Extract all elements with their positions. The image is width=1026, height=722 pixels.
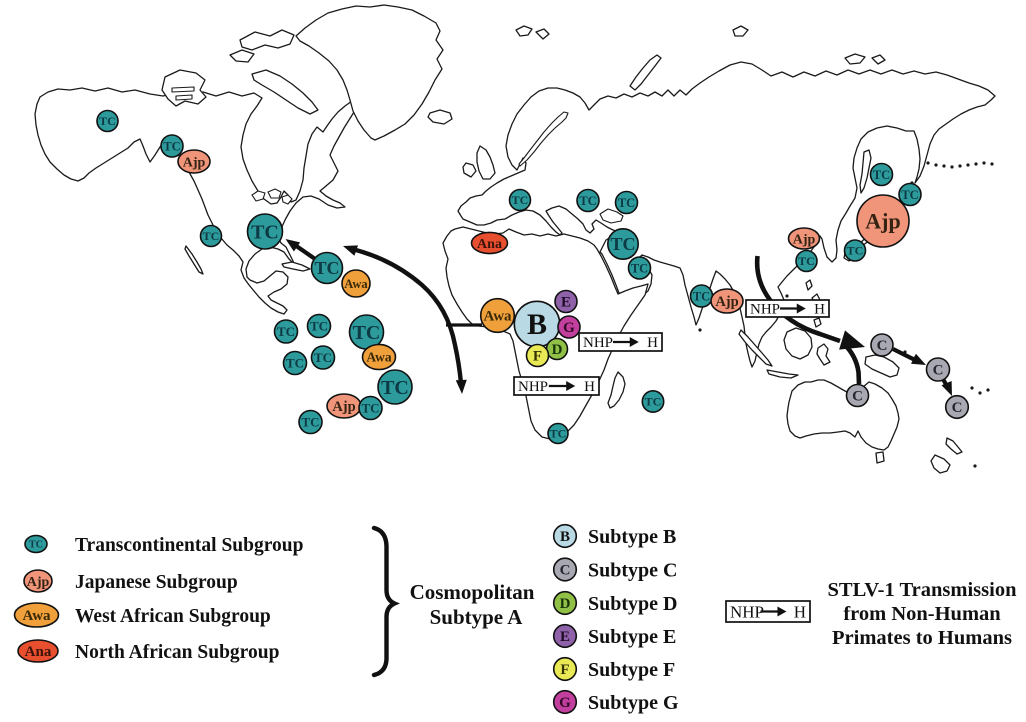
svg-text:E: E (560, 629, 570, 645)
svg-text:TC: TC (645, 395, 662, 409)
svg-text:TC: TC (512, 193, 529, 207)
svg-text:from Non-Human: from Non-Human (843, 603, 1001, 625)
svg-text:Ajp: Ajp (793, 232, 816, 247)
svg-text:Transcontinental Subgroup: Transcontinental Subgroup (75, 535, 304, 556)
svg-text:C: C (560, 563, 571, 579)
svg-text:C: C (877, 338, 888, 354)
svg-text:Subtype B: Subtype B (588, 526, 676, 548)
svg-text:TC: TC (550, 427, 567, 441)
svg-text:Ajp: Ajp (332, 399, 355, 415)
svg-text:F: F (533, 349, 542, 365)
svg-text:TC: TC (798, 254, 815, 268)
svg-text:Ajp: Ajp (27, 575, 50, 590)
svg-text:Subtype A: Subtype A (430, 605, 524, 629)
svg-text:Ana: Ana (477, 237, 502, 252)
svg-text:TC: TC (353, 322, 381, 344)
svg-text:Ajp: Ajp (865, 208, 900, 233)
svg-text:Awa: Awa (344, 277, 368, 291)
svg-text:C: C (952, 400, 963, 416)
svg-text:TC: TC (610, 234, 635, 254)
svg-text:TC: TC (163, 139, 180, 153)
svg-text:H: H (647, 335, 658, 351)
svg-text:B: B (527, 308, 547, 341)
svg-text:Ajp: Ajp (183, 155, 206, 170)
svg-text:Subtype F: Subtype F (588, 659, 675, 681)
svg-text:TC: TC (286, 355, 304, 370)
svg-text:H: H (794, 602, 806, 621)
svg-text:G: G (563, 320, 575, 336)
svg-text:H: H (584, 379, 595, 395)
svg-text:G: G (559, 695, 571, 711)
svg-text:NHP: NHP (730, 602, 764, 621)
svg-text:TC: TC (579, 194, 596, 208)
svg-text:B: B (560, 529, 570, 545)
svg-text:TC: TC (901, 188, 918, 202)
svg-text:Japanese Subgroup: Japanese Subgroup (75, 572, 238, 593)
svg-text:C: C (933, 363, 944, 379)
svg-text:Awa: Awa (366, 350, 391, 365)
svg-text:TC: TC (847, 244, 864, 258)
svg-text:TC: TC (310, 318, 328, 333)
svg-text:TC: TC (314, 258, 339, 278)
svg-text:Subtype C: Subtype C (588, 560, 677, 582)
svg-text:Primates to Humans: Primates to Humans (832, 627, 1012, 649)
svg-text:F: F (560, 662, 569, 678)
svg-text:H: H (814, 302, 825, 318)
svg-text:TC: TC (618, 196, 635, 210)
svg-text:Ana: Ana (25, 644, 52, 660)
svg-text:D: D (560, 596, 571, 612)
svg-text:TC: TC (277, 324, 295, 339)
svg-text:TC: TC (251, 221, 279, 243)
svg-text:NHP: NHP (583, 335, 613, 351)
svg-text:NHP: NHP (518, 379, 548, 395)
svg-text:STLV-1 Transmission: STLV-1 Transmission (828, 579, 1018, 601)
svg-text:TC: TC (381, 377, 409, 399)
svg-text:C: C (852, 389, 863, 405)
svg-text:Awa: Awa (22, 608, 51, 624)
svg-text:Cosmopolitan: Cosmopolitan (410, 580, 535, 604)
svg-text:North African Subgroup: North African Subgroup (75, 642, 280, 663)
svg-text:Subtype D: Subtype D (588, 593, 677, 615)
svg-text:Awa: Awa (483, 309, 512, 325)
svg-text:TC: TC (203, 229, 220, 243)
svg-text:West African Subgroup: West African Subgroup (75, 606, 271, 627)
svg-text:TC: TC (314, 350, 332, 365)
svg-text:Subtype E: Subtype E (588, 626, 676, 648)
svg-text:TC: TC (99, 114, 116, 128)
svg-text:D: D (552, 342, 563, 358)
svg-text:TC: TC (301, 414, 319, 429)
svg-text:Subtype G: Subtype G (588, 692, 679, 714)
svg-text:TC: TC (693, 289, 710, 303)
svg-text:TC: TC (361, 400, 379, 415)
svg-text:E: E (561, 295, 571, 311)
svg-text:Ajp: Ajp (715, 294, 738, 310)
svg-text:NHP: NHP (750, 302, 780, 318)
svg-text:TC: TC (873, 168, 890, 182)
svg-text:TC: TC (631, 261, 648, 275)
svg-text:TC: TC (29, 539, 43, 550)
